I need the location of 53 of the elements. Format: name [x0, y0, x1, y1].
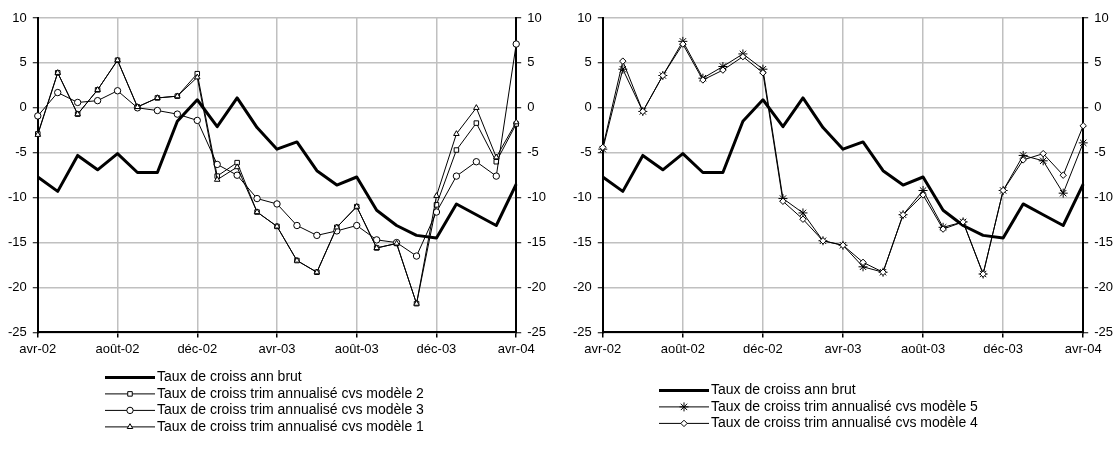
y-tick-label: -20	[7, 279, 27, 295]
y-tick-label: -5	[580, 144, 592, 160]
y-tick-label: 0	[19, 99, 27, 115]
y-tick-label: -10	[7, 189, 27, 205]
y2-tick-label: -10	[527, 189, 547, 205]
y2-tick-label: 10	[527, 9, 542, 25]
y2-tick-label: 0	[527, 99, 535, 115]
y2-tick-label: -20	[1094, 279, 1114, 295]
x-tick-label: avr-02	[584, 340, 622, 356]
x-tick-label: avr-02	[19, 340, 57, 356]
y2-tick-label: -20	[527, 279, 547, 295]
legend-label: Taux de croiss trim annualisé cvs modèle 5	[711, 397, 979, 414]
y-tick-label: -15	[7, 234, 27, 250]
y2-tick-label: 5	[527, 54, 535, 70]
x-tick-label: déc-02	[177, 340, 218, 356]
x-tick-label: août-02	[95, 340, 140, 356]
legend-label: Taux de croiss trim annualisé cvs modèle 4	[711, 414, 979, 431]
legend-label: Taux de croiss trim annualisé cvs modèle 3	[157, 401, 425, 418]
y-tick-label: 10	[577, 9, 592, 25]
y-tick-label: -25	[572, 323, 592, 339]
y-tick-label: -10	[572, 189, 592, 205]
y2-tick-label: -10	[1094, 189, 1114, 205]
legend-label: Taux de croiss ann brut	[711, 381, 856, 398]
y2-tick-label: 0	[1094, 99, 1102, 115]
x-tick-label: avr-03	[258, 340, 296, 356]
y2-tick-label: -5	[527, 144, 539, 160]
y-tick-label: -5	[15, 144, 27, 160]
x-tick-label: avr-04	[1064, 340, 1102, 356]
x-tick-label: avr-04	[497, 340, 535, 356]
y2-tick-label: -15	[1094, 234, 1114, 250]
y-tick-label: -25	[7, 323, 27, 339]
y-tick-label: -15	[572, 234, 592, 250]
y-tick-label: 0	[584, 99, 592, 115]
y2-tick-label: 5	[1094, 54, 1102, 70]
x-tick-label: déc-03	[416, 340, 457, 356]
x-tick-label: août-03	[334, 340, 379, 356]
y2-tick-label: -25	[527, 323, 547, 339]
x-tick-label: août-02	[660, 340, 705, 356]
x-tick-label: août-03	[901, 340, 946, 356]
y-tick-label: 10	[12, 9, 27, 25]
y-tick-label: 5	[584, 54, 592, 70]
y2-tick-label: -5	[1094, 144, 1106, 160]
x-tick-label: déc-02	[743, 340, 783, 356]
legend-label: Taux de croiss trim annualisé cvs modèle 2	[157, 384, 425, 401]
legend-label: Taux de croiss trim annualisé cvs modèle 1	[157, 417, 425, 434]
y2-tick-label: -25	[1094, 323, 1114, 339]
y2-tick-label: 10	[1094, 9, 1109, 25]
legend-label: Taux de croiss ann brut	[157, 368, 302, 385]
x-tick-label: avr-03	[824, 340, 862, 356]
y-tick-label: 5	[19, 54, 27, 70]
y2-tick-label: -15	[527, 234, 547, 250]
x-tick-label: déc-03	[983, 340, 1024, 356]
y-tick-label: -20	[572, 279, 592, 295]
